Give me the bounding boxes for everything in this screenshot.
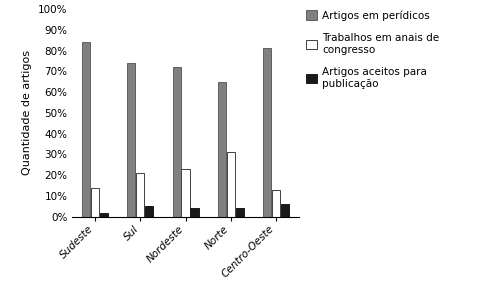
Bar xyxy=(136,173,144,217)
Bar xyxy=(272,190,280,217)
Bar xyxy=(91,188,99,217)
Bar xyxy=(281,204,289,217)
Bar xyxy=(100,213,108,217)
Bar xyxy=(190,208,199,217)
Bar xyxy=(263,48,271,217)
Bar xyxy=(82,42,90,217)
Bar xyxy=(218,82,226,217)
Bar xyxy=(227,152,235,217)
Bar xyxy=(236,208,244,217)
Y-axis label: Quantidade de artigos: Quantidade de artigos xyxy=(22,50,32,175)
Bar xyxy=(127,63,135,217)
Legend: Artigos em perídicos, Trabalhos em anais de
congresso, Artigos aceitos para
publ: Artigos em perídicos, Trabalhos em anais… xyxy=(307,10,439,89)
Bar xyxy=(182,169,189,217)
Bar xyxy=(173,67,181,217)
Bar xyxy=(145,206,153,217)
